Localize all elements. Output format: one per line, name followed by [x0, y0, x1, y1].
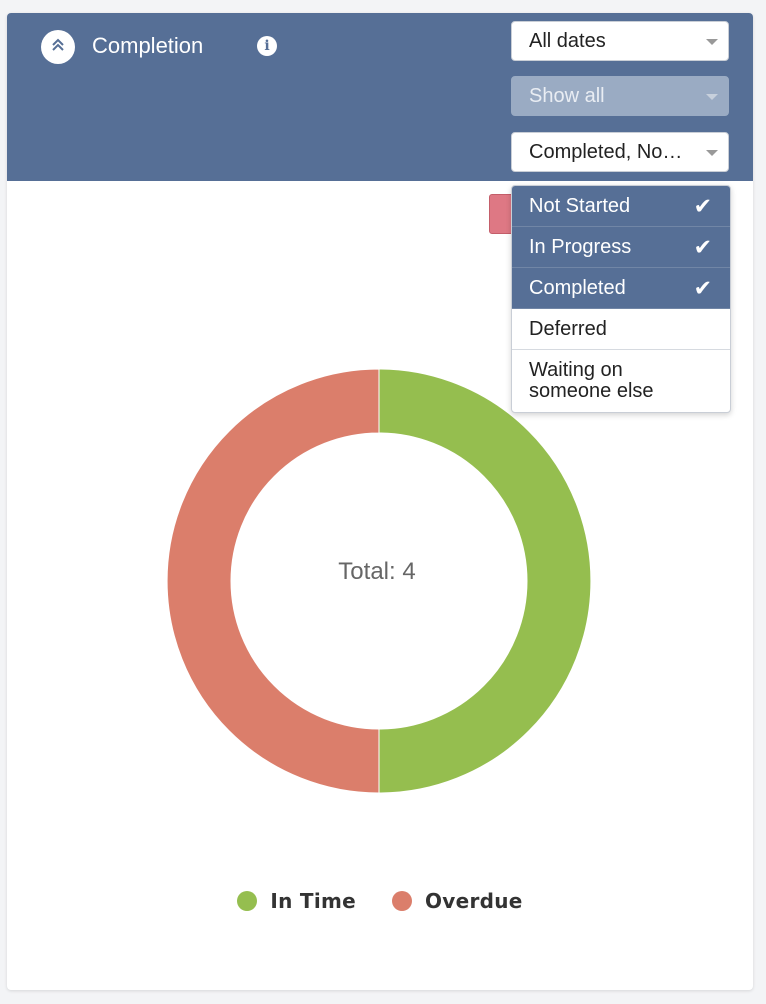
completion-donut-chart	[166, 368, 592, 794]
checkmark-icon: ✔	[693, 193, 712, 219]
status-filter-select[interactable]: Completed, No…	[511, 132, 729, 172]
caret-down-icon	[706, 94, 718, 100]
checkmark-icon: ✔	[693, 275, 712, 301]
legend-dot-icon	[237, 891, 258, 911]
donut-slice-overdue[interactable]	[166, 368, 380, 794]
chart-total-label: Total: 4	[338, 558, 416, 585]
widget-title: Completion	[92, 33, 204, 58]
status-dropdown-menu: Not Started ✔ In Progress ✔ Completed ✔ …	[511, 185, 731, 413]
status-option-label: Not Started	[529, 194, 631, 217]
legend-label: Overdue	[424, 889, 523, 913]
status-option-label: In Progress	[529, 235, 632, 258]
widget-header: Completion i All dates Show all Complete…	[7, 13, 753, 181]
status-option-not-started[interactable]: Not Started ✔	[512, 186, 730, 227]
status-option-in-progress[interactable]: In Progress ✔	[512, 227, 730, 268]
info-icon[interactable]: i	[257, 36, 277, 56]
caret-down-icon	[706, 150, 718, 156]
status-option-label: Completed	[529, 276, 626, 299]
date-filter-select[interactable]: All dates	[511, 21, 729, 61]
legend-item-overdue[interactable]: Overdue	[391, 889, 523, 913]
legend-dot-icon	[391, 891, 412, 911]
collapse-button[interactable]	[41, 30, 75, 64]
checkmark-icon: ✔	[693, 234, 712, 260]
status-option-label: Waiting on someone else	[529, 359, 654, 402]
legend-item-in-time[interactable]: In Time	[237, 889, 356, 913]
status-option-deferred[interactable]: Deferred	[512, 309, 730, 350]
legend-label: In Time	[270, 889, 356, 913]
chart-legend: In Time Overdue	[7, 889, 753, 913]
completion-widget: Completion i All dates Show all Complete…	[7, 13, 753, 990]
status-option-completed[interactable]: Completed ✔	[512, 268, 730, 309]
donut-slice-in-time[interactable]	[378, 368, 592, 794]
chevron-double-up-icon	[50, 37, 66, 58]
status-option-waiting[interactable]: Waiting on someone else	[512, 350, 730, 412]
show-filter-select[interactable]: Show all	[511, 76, 729, 116]
caret-down-icon	[706, 39, 718, 45]
status-option-label: Deferred	[529, 317, 607, 340]
